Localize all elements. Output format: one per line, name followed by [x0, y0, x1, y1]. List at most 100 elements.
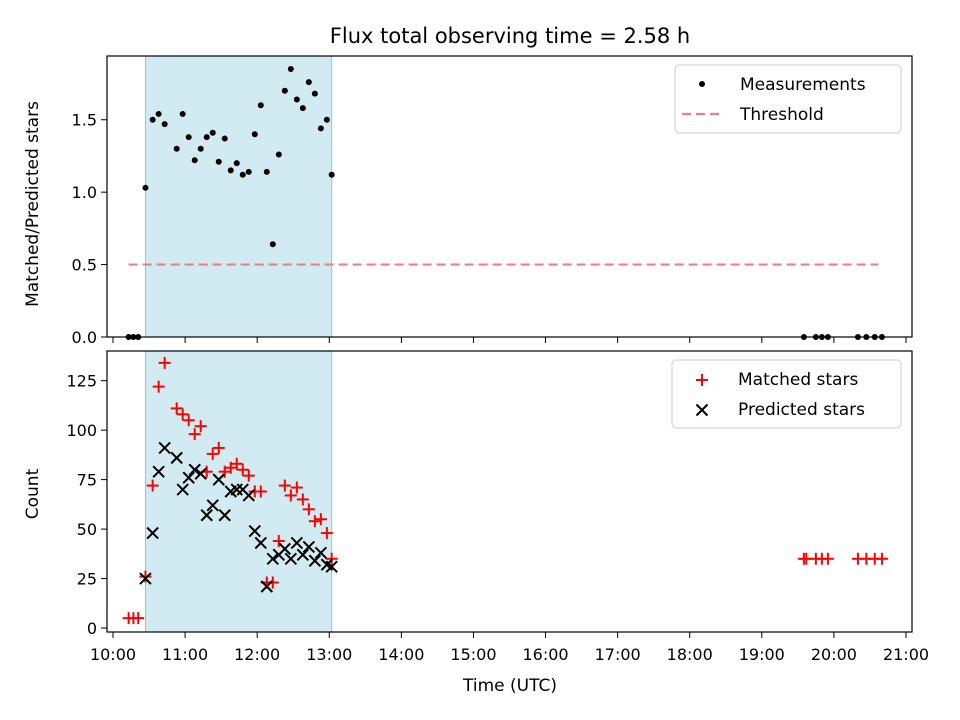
measurement-point: [275, 151, 282, 158]
predicted-star-point: [308, 554, 322, 567]
y-tick-label: 100: [66, 421, 97, 440]
bottom-y-axis-label: Count: [23, 468, 43, 519]
top-axes-frame: [106, 55, 913, 338]
measurement-point: [299, 105, 306, 112]
top-legend: Measurements Threshold: [674, 64, 902, 134]
matched-star-point: [224, 461, 237, 474]
measurement-point: [287, 66, 294, 73]
predicted-star-point: [152, 465, 165, 478]
measurement-point: [311, 90, 318, 97]
y-tick-label: 0.5: [72, 256, 97, 275]
y-tick-label: 50: [77, 520, 97, 539]
legend-matched-marker: [696, 374, 708, 386]
predicted-star-point: [188, 463, 201, 476]
measurement-point: [173, 145, 180, 152]
bottom-panel: 0 25 50 75 100 125 10:00 11:00 12:00 13:00 14:00 15…: [66, 350, 929, 664]
y-tick-label: 1.5: [72, 111, 97, 130]
legend-threshold-label: Threshold: [739, 105, 824, 125]
measurement-point: [328, 171, 335, 178]
predicted-star-point: [260, 580, 274, 593]
matched-star-point: [266, 576, 279, 589]
matched-star-point: [821, 552, 834, 565]
y-tick-label: 1.0: [72, 183, 97, 202]
y-tick-label: 0.0: [72, 328, 97, 347]
measurement-point: [251, 131, 258, 138]
x-axis-label: Time (UTC): [462, 676, 557, 696]
x-tick-label: 13:00: [306, 645, 352, 664]
legend-frame: [671, 359, 902, 429]
matched-star-point: [242, 469, 255, 482]
legend-measurements-label: Measurements: [740, 75, 866, 95]
top-panel: 0.0 0.5 1.0 1.5 Measurements Threshold: [72, 55, 913, 347]
legend-matched-label: Matched stars: [738, 370, 858, 390]
predicted-star-point: [182, 471, 195, 484]
matched-star-point: [302, 503, 315, 516]
predicted-star-point: [278, 542, 292, 556]
measurement-point: [305, 79, 312, 86]
measurement-point: [317, 125, 324, 132]
bottom-legend: Matched stars Predicted stars: [671, 359, 902, 429]
predicted-star-point: [170, 451, 183, 465]
matched-star-point: [176, 408, 189, 421]
y-tick-label: 25: [77, 570, 97, 589]
matched-star-point: [236, 463, 249, 476]
observing-span: [144, 55, 333, 338]
measurement-point: [155, 110, 162, 117]
measurement-point: [293, 96, 300, 103]
matched-star-point: [218, 465, 231, 478]
x-tick-label: 17:00: [595, 645, 641, 664]
predicted-star-point: [302, 540, 316, 554]
matched-star-point: [308, 515, 321, 528]
measurement-point: [263, 168, 270, 175]
matched-star-point: [132, 612, 145, 625]
matched-star-point: [139, 570, 152, 583]
x-tick-label: 12:00: [234, 645, 280, 664]
predicted-star-point: [284, 552, 298, 565]
predicted-star-point: [206, 499, 219, 512]
predicted-star-point: [290, 536, 304, 550]
matched-star-point: [158, 356, 171, 369]
measurement-point: [281, 87, 288, 94]
measurement-point: [142, 184, 149, 191]
legend-frame: [674, 64, 902, 134]
measurement-point: [185, 134, 192, 141]
matched-star-point: [188, 428, 201, 441]
measurement-point: [233, 160, 240, 167]
predicted-star-point: [248, 524, 261, 538]
measurement-point: [257, 102, 264, 109]
x-tick-label: 19:00: [739, 645, 785, 664]
predicted-star-point: [314, 546, 328, 560]
measurement-point: [245, 168, 252, 175]
predicted-star-point: [242, 489, 255, 502]
x-tick-label: 14:00: [378, 645, 424, 664]
matched-star-point: [314, 513, 327, 526]
x-tick-label: 16:00: [522, 645, 568, 664]
x-tick-label: 15:00: [450, 645, 496, 664]
matched-star-point: [254, 485, 267, 498]
predicted-star-point: [146, 526, 159, 540]
matched-star-point: [278, 479, 291, 492]
measurement-point: [149, 116, 156, 123]
measurement-point: [221, 135, 228, 142]
measurement-point: [203, 134, 210, 141]
matched-star-point: [290, 481, 303, 494]
matched-star-point: [212, 441, 225, 454]
matched-star-point: [320, 527, 333, 540]
matched-star-point: [170, 402, 183, 415]
measurement-point: [197, 145, 204, 152]
matched-star-point: [230, 457, 243, 470]
matched-star-point: [194, 420, 207, 433]
measurement-point: [215, 158, 222, 165]
predicted-star-point: [266, 552, 280, 565]
predicted-star-point: [139, 572, 152, 585]
x-tick-label: 20:00: [811, 645, 857, 664]
measurement-point: [323, 116, 330, 123]
predicted-star-point: [296, 548, 310, 562]
measurement-point: [179, 110, 186, 117]
matched-star-point: [182, 414, 195, 427]
y-tick-label: 125: [66, 372, 97, 391]
top-y-axis-label: Matched/Predicted stars: [23, 101, 43, 307]
x-tick-label: 21:00: [883, 645, 929, 664]
measurement-point: [227, 167, 234, 174]
